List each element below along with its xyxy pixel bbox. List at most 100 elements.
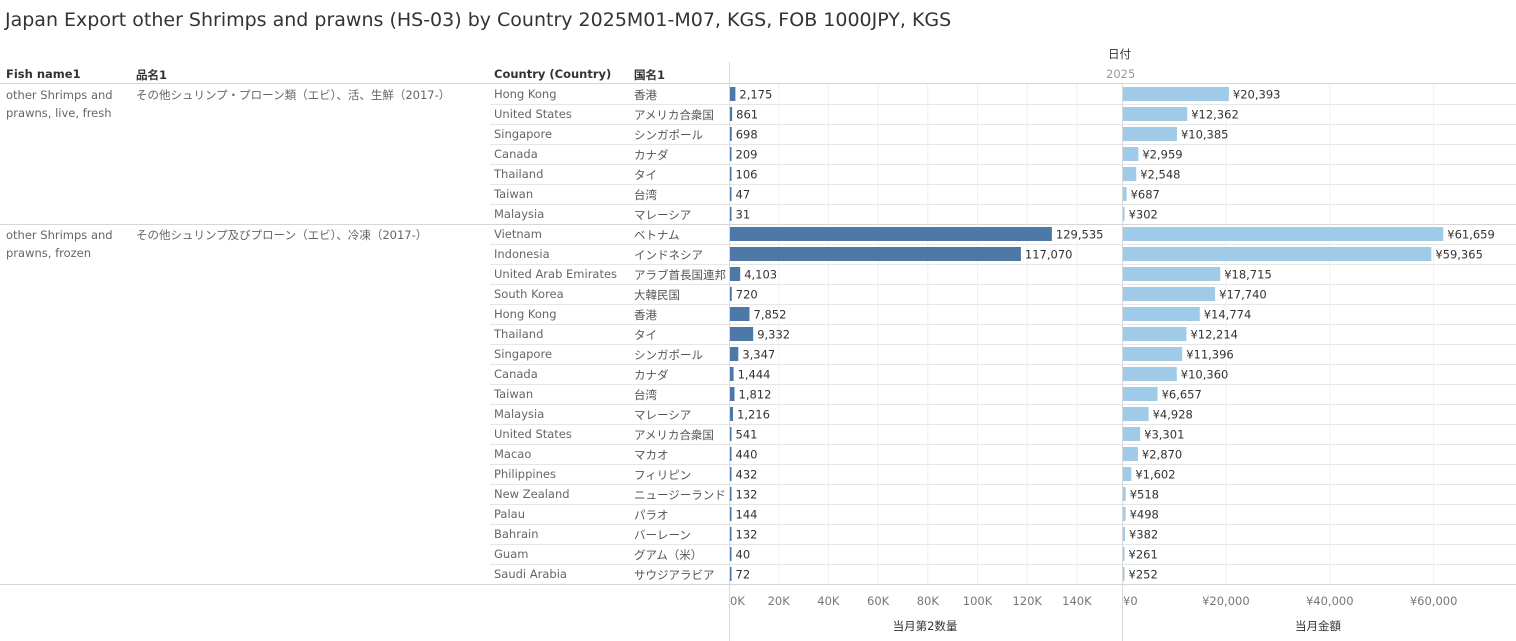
qty-value-label: 720 xyxy=(736,288,758,302)
qty-bar xyxy=(730,227,1052,241)
kokumei-cell: インドネシア xyxy=(634,248,703,262)
amount-value-label: ¥261 xyxy=(1129,548,1158,562)
country-cell: Bahrain xyxy=(494,527,539,541)
qty-axis-line xyxy=(729,62,730,641)
hinmei-cell: その他シュリンプ及びプローン（エビ）、冷凍（2017-） xyxy=(136,228,428,242)
row-divider xyxy=(490,144,1516,145)
kokumei-cell: 香港 xyxy=(634,88,657,102)
date-header: 日付 xyxy=(1108,47,1131,61)
amount-tick-label: ¥20,000 xyxy=(1202,594,1250,608)
qty-bar xyxy=(730,567,732,581)
qty-value-label: 7,852 xyxy=(754,308,787,322)
amount-bar xyxy=(1123,387,1158,401)
qty-bar xyxy=(730,127,732,141)
qty-value-label: 40 xyxy=(736,548,751,562)
row-divider xyxy=(490,204,1516,205)
kokumei-cell: 香港 xyxy=(634,308,657,322)
row-divider xyxy=(490,264,1516,265)
amount-tick-label: ¥60,000 xyxy=(1410,594,1458,608)
country-cell: New Zealand xyxy=(494,487,570,501)
qty-axis-title: 当月第2数量 xyxy=(893,619,958,633)
kokumei-cell: パラオ xyxy=(634,508,669,522)
qty-value-label: 3,347 xyxy=(742,348,775,362)
qty-value-label: 2,175 xyxy=(739,88,772,102)
kokumei-cell: カナダ xyxy=(634,368,669,382)
amount-value-label: ¥6,657 xyxy=(1162,388,1202,402)
amount-bar xyxy=(1123,447,1138,461)
row-divider xyxy=(490,504,1516,505)
qty-bar xyxy=(730,547,732,561)
amount-bar xyxy=(1123,347,1183,361)
amount-value-label: ¥382 xyxy=(1129,528,1158,542)
country-cell: Singapore xyxy=(494,347,553,361)
kokumei-cell: カナダ xyxy=(634,148,669,162)
row-divider xyxy=(490,364,1516,365)
country-cell: Hong Kong xyxy=(494,307,557,321)
qty-value-label: 47 xyxy=(736,188,751,202)
row-divider xyxy=(490,304,1516,305)
qty-value-label: 861 xyxy=(736,108,758,122)
kokumei-cell: 台湾 xyxy=(634,388,657,402)
row-divider xyxy=(490,544,1516,545)
group-divider xyxy=(0,224,1516,225)
kokumei-cell: アラブ首長国連邦 xyxy=(634,268,726,282)
qty-bar xyxy=(730,167,732,181)
qty-bar xyxy=(730,487,732,501)
row-divider xyxy=(490,564,1516,565)
kokumei-cell: シンガポール xyxy=(634,128,703,142)
kokumei-cell: マレーシア xyxy=(634,408,692,422)
qty-bar xyxy=(730,187,732,201)
amount-value-label: ¥252 xyxy=(1129,568,1158,582)
qty-value-label: 698 xyxy=(736,128,758,142)
amount-value-label: ¥2,548 xyxy=(1140,168,1180,182)
amount-bar xyxy=(1123,167,1137,181)
qty-value-label: 432 xyxy=(736,468,758,482)
amount-value-label: ¥10,360 xyxy=(1181,368,1229,382)
qty-value-label: 9,332 xyxy=(757,328,790,342)
qty-bar xyxy=(730,327,754,341)
amount-value-label: ¥14,774 xyxy=(1204,308,1252,322)
qty-tick-label: 120K xyxy=(1012,594,1042,608)
kokumei-cell: タイ xyxy=(634,168,657,182)
amount-value-label: ¥687 xyxy=(1131,188,1160,202)
amount-value-label: ¥302 xyxy=(1129,208,1158,222)
kokumei-cell: バーレーン xyxy=(634,528,691,542)
country-cell: United States xyxy=(494,107,572,121)
kokumei-cell: グアム（米） xyxy=(634,548,703,562)
country-cell: Philippines xyxy=(494,467,556,481)
fish-name-header: Fish name1 xyxy=(6,67,81,81)
qty-value-label: 4,103 xyxy=(744,268,777,282)
kokumei-cell: タイ xyxy=(634,328,657,342)
qty-value-label: 1,812 xyxy=(739,388,772,402)
amount-value-label: ¥1,602 xyxy=(1135,468,1175,482)
qty-value-label: 132 xyxy=(736,528,758,542)
row-divider xyxy=(490,104,1516,105)
amount-value-label: ¥18,715 xyxy=(1224,268,1272,282)
kokumei-cell: サウジアラビア xyxy=(634,568,715,582)
amount-bar xyxy=(1123,267,1221,281)
row-divider xyxy=(490,484,1516,485)
row-divider xyxy=(490,464,1516,465)
qty-tick-label: 0K xyxy=(730,594,745,608)
country-cell: Taiwan xyxy=(494,187,534,201)
amount-value-label: ¥2,959 xyxy=(1142,148,1182,162)
qty-bar xyxy=(730,527,732,541)
amount-value-label: ¥12,362 xyxy=(1191,108,1239,122)
country-cell: Guam xyxy=(494,547,529,561)
qty-value-label: 1,444 xyxy=(738,368,771,382)
qty-tick-label: 80K xyxy=(917,594,940,608)
row-divider xyxy=(490,384,1516,385)
qty-value-label: 144 xyxy=(736,508,758,522)
row-divider xyxy=(490,124,1516,125)
kokumei-cell: アメリカ合衆国 xyxy=(634,428,714,442)
qty-value-label: 132 xyxy=(736,488,758,502)
amount-axis-line xyxy=(1122,84,1123,641)
amount-tick-label: ¥0 xyxy=(1123,594,1138,608)
amount-bar xyxy=(1123,547,1125,561)
country-cell: South Korea xyxy=(494,287,564,301)
amount-bar xyxy=(1123,227,1444,241)
country-cell: United Arab Emirates xyxy=(494,267,618,281)
qty-bar xyxy=(730,307,750,321)
row-divider xyxy=(490,324,1516,325)
